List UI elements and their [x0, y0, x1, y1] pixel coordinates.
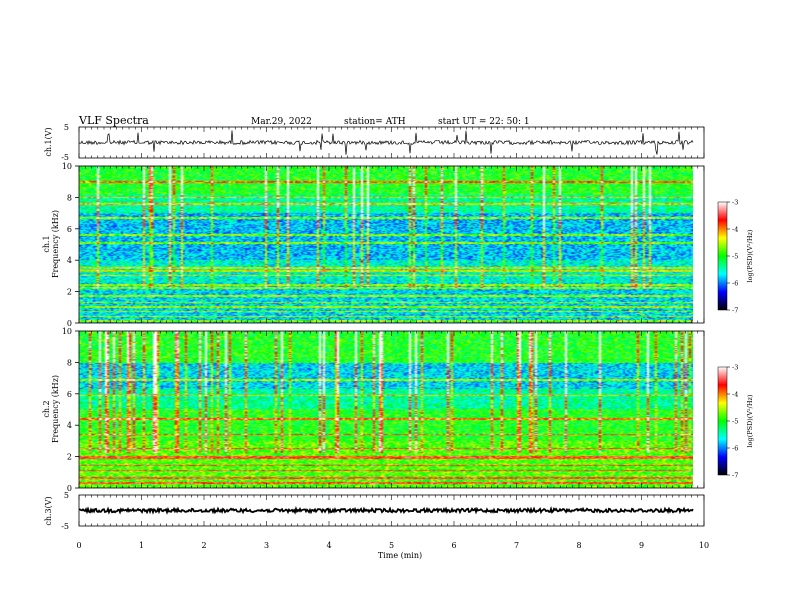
colorbar-tick-label: -6: [732, 280, 738, 288]
ch2-spectrogram-image: [79, 331, 693, 488]
ch1-waveform-panel: 5 -5 ch.1(V): [44, 123, 705, 162]
ch1-spectrogram-panel: 0 2 4 6 8 10 ch.1 Frequency (kHz): [42, 162, 705, 328]
ch3-waveform-ytick-top: 5: [64, 491, 69, 500]
ch1-spectrogram-image: [79, 166, 693, 323]
time-tick-label: 1: [139, 541, 144, 550]
colorbar-scale: [717, 366, 728, 476]
colorbar-tick-label: -3: [732, 199, 738, 207]
figure-title: VLF Spectra: [78, 114, 149, 127]
colorbar-tick-label: -4: [732, 226, 738, 234]
time-axis: 0 1 2 3 4 5 6 7 8 9 10: [76, 127, 709, 550]
colorbar-tick-label: -5: [732, 418, 738, 426]
ch1-ytick-label: 10: [62, 162, 72, 171]
ch1-ytick-label: 2: [67, 288, 72, 297]
ch1-colorbar: -3 -4 -5 -6 -7 log(PSD)(V²/Hz): [717, 199, 754, 315]
time-tick-label: 8: [576, 541, 581, 550]
time-tick-label: 10: [699, 541, 709, 550]
station-label: station= ATH: [344, 117, 406, 127]
colorbar-label: log(PSD)(V²/Hz): [746, 394, 754, 447]
colorbar-tick-label: -7: [732, 307, 738, 315]
ch2-spectrogram-ylabel: Frequency (kHz): [51, 375, 60, 443]
time-tick-label: 2: [201, 541, 206, 550]
start-ut-label: start UT = 22: 50: 1: [438, 117, 530, 127]
time-tick-label: 4: [326, 541, 331, 550]
ch1-waveform-ytick-top: 5: [64, 123, 69, 132]
time-axis-label: Time (min): [378, 551, 422, 560]
ch2-colorbar: -3 -4 -5 -6 -7 log(PSD)(V²/Hz): [717, 364, 754, 480]
ch2-ytick-label: 10: [62, 327, 72, 336]
time-tick-label: 7: [514, 541, 519, 550]
ch1-spectrogram-ylabel: Frequency (kHz): [51, 210, 60, 278]
colorbar-tick-label: -4: [732, 391, 738, 399]
colorbar-tick-label: -5: [732, 253, 738, 261]
ch1-ytick-label: 4: [67, 256, 72, 265]
colorbar-scale: [717, 201, 728, 311]
colorbar-tick-label: -6: [732, 445, 738, 453]
colorbar-tick-label: -7: [732, 472, 738, 480]
ch1-spectrogram-channel-label: ch.1: [42, 235, 51, 252]
ch2-ytick-label: 6: [67, 390, 72, 399]
ch2-ytick-label: 8: [67, 358, 72, 367]
ch2-ytick-label: 0: [67, 484, 72, 493]
ch1-ytick-label: 8: [67, 193, 72, 202]
ch1-waveform-ytick-bottom: -5: [61, 153, 69, 162]
ch3-waveform-panel: 5 -5 ch.3(V): [44, 491, 705, 531]
ch2-ytick-label: 2: [67, 453, 72, 462]
time-tick-label: 5: [389, 541, 394, 550]
ch3-waveform-trace: [78, 505, 694, 515]
ch2-spectrogram-panel: 0 2 4 6 8 10 ch.2 Frequency (kHz): [42, 327, 705, 493]
ch1-waveform-trace: [78, 130, 694, 155]
ch1-ytick-label: 0: [67, 319, 72, 328]
ch1-ytick-label: 6: [67, 225, 72, 234]
ch2-spectrogram-channel-label: ch.2: [42, 400, 51, 417]
colorbar-tick-label: -3: [732, 364, 738, 372]
time-tick-label: 3: [264, 541, 269, 550]
time-tick-label: 6: [451, 541, 456, 550]
ch2-ytick-label: 4: [67, 421, 72, 430]
date-label: Mar.29, 2022: [251, 117, 312, 127]
time-tick-label: 9: [639, 541, 644, 550]
time-tick-label: 0: [76, 541, 81, 550]
colorbar-label: log(PSD)(V²/Hz): [746, 229, 754, 282]
ch3-waveform-ylabel: ch.3(V): [44, 496, 53, 525]
ch1-waveform-ylabel: ch.1(V): [44, 127, 53, 156]
ch3-waveform-ytick-bottom: -5: [61, 522, 69, 531]
